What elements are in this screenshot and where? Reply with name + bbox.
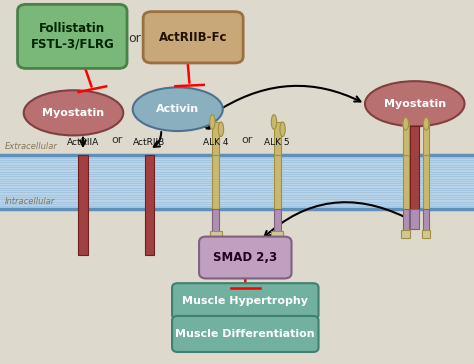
Ellipse shape <box>219 122 224 136</box>
Bar <box>410 209 419 229</box>
Bar <box>212 122 219 155</box>
Bar <box>423 155 429 209</box>
Bar <box>403 209 409 231</box>
Bar <box>212 209 219 233</box>
FancyBboxPatch shape <box>172 283 319 319</box>
Ellipse shape <box>403 117 409 130</box>
Ellipse shape <box>365 81 465 126</box>
FancyBboxPatch shape <box>0 155 474 209</box>
FancyBboxPatch shape <box>172 316 319 352</box>
Text: SMAD 2,3: SMAD 2,3 <box>213 251 277 264</box>
Ellipse shape <box>24 90 123 135</box>
Bar <box>271 231 283 240</box>
Text: or: or <box>129 32 141 45</box>
Bar <box>210 231 222 240</box>
Ellipse shape <box>133 87 223 131</box>
Text: ActRIIB-Fc: ActRIIB-Fc <box>159 31 228 44</box>
Ellipse shape <box>271 115 277 129</box>
Bar <box>274 155 281 209</box>
Text: or: or <box>242 135 253 145</box>
Text: Muscle Hypertrophy: Muscle Hypertrophy <box>182 296 308 306</box>
FancyBboxPatch shape <box>199 237 292 278</box>
FancyBboxPatch shape <box>18 4 127 68</box>
Bar <box>423 209 429 231</box>
Ellipse shape <box>210 115 215 129</box>
Text: Muscle Differentiation: Muscle Differentiation <box>175 329 315 339</box>
Bar <box>78 155 88 255</box>
Bar <box>410 126 419 213</box>
Bar <box>274 209 281 233</box>
Ellipse shape <box>423 117 429 130</box>
Bar <box>423 122 429 155</box>
Text: Extracellular: Extracellular <box>5 142 58 151</box>
Text: ALK 4: ALK 4 <box>203 138 228 147</box>
Text: Myostatin: Myostatin <box>383 99 446 109</box>
Bar <box>274 122 281 155</box>
Ellipse shape <box>280 122 285 136</box>
Text: Myostatin: Myostatin <box>42 108 105 118</box>
Bar <box>422 230 430 238</box>
Bar <box>145 155 154 255</box>
Text: ActRIIB: ActRIIB <box>133 138 165 147</box>
Text: Intracellular: Intracellular <box>5 197 55 206</box>
Text: Follistatin
FSTL-3/FLRG: Follistatin FSTL-3/FLRG <box>30 23 114 50</box>
Text: Activin: Activin <box>156 104 199 114</box>
Bar <box>212 155 219 209</box>
Bar <box>401 230 410 238</box>
Text: ActRIIA: ActRIIA <box>67 138 99 147</box>
Bar <box>403 122 409 155</box>
Text: or: or <box>112 135 123 145</box>
FancyBboxPatch shape <box>143 12 243 63</box>
Bar <box>403 155 409 209</box>
Text: ALK 5: ALK 5 <box>264 138 290 147</box>
